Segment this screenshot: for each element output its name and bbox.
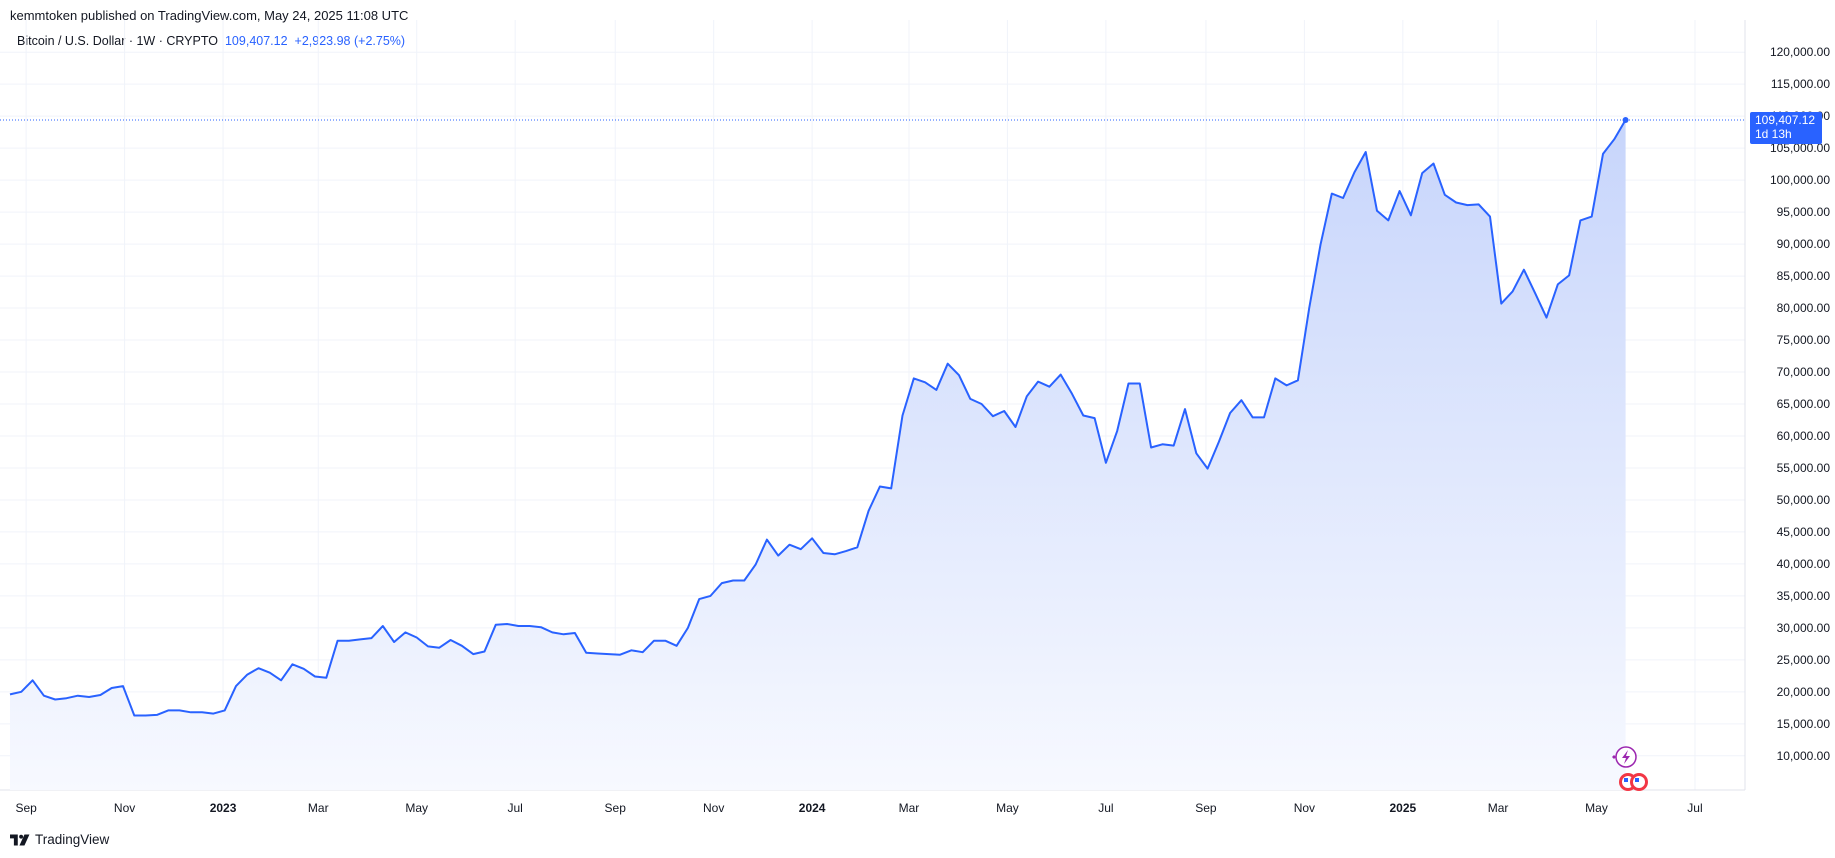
events-icons[interactable]: [1612, 746, 1648, 791]
y-tick-label: 60,000.00: [1777, 429, 1831, 443]
y-tick-label: 120,000.00: [1770, 45, 1830, 59]
x-tick-label: May: [405, 801, 428, 815]
price-area: [10, 119, 1626, 790]
last-price-line: [0, 116, 1745, 123]
price-line: [9, 119, 1627, 717]
x-tick-label: Mar: [899, 801, 920, 815]
y-tick-label: 20,000.00: [1777, 685, 1831, 699]
x-tick-label: Sep: [605, 801, 627, 815]
y-tick-label: 75,000.00: [1777, 333, 1831, 347]
y-axis-ticks: 10,000.00 15,000.00 20,000.00 25,000.00 30,0…: [1770, 45, 1830, 763]
x-axis-ticks: Sep Nov 2023 Mar May Jul Sep Nov 2024 Mar May Jul Se…: [15, 801, 1702, 815]
series-line: [9, 119, 1627, 717]
x-tick-label: 2023: [210, 801, 237, 815]
x-tick-label: Nov: [114, 801, 135, 815]
lightning-event-icon[interactable]: [1612, 746, 1637, 768]
y-tick-label: 15,000.00: [1777, 717, 1831, 731]
x-tick-label: May: [1585, 801, 1608, 815]
y-tick-label: 105,000.00: [1770, 141, 1830, 155]
y-tick-label: 115,000.00: [1771, 77, 1830, 91]
y-tick-label: 95,000.00: [1777, 205, 1831, 219]
x-tick-label: Sep: [15, 801, 37, 815]
y-tick-label: 65,000.00: [1777, 397, 1831, 411]
x-tick-label: 2025: [1389, 801, 1416, 815]
x-tick-label: Nov: [1294, 801, 1315, 815]
y-tick-label: 55,000.00: [1777, 461, 1831, 475]
tradingview-logo-icon: [10, 833, 30, 846]
x-tick-label: Mar: [308, 801, 329, 815]
tradingview-brand[interactable]: TradingView: [10, 832, 109, 847]
y-tick-label: 100,000.00: [1770, 173, 1830, 187]
y-tick-label: 30,000.00: [1777, 621, 1831, 635]
last-price-value: 109,407.12: [224, 34, 288, 48]
y-tick-label: 90,000.00: [1777, 237, 1831, 251]
brand-name: TradingView: [35, 832, 110, 847]
y-tick-label: 70,000.00: [1777, 365, 1831, 379]
published-info: kemmtoken published on TradingView.com, …: [10, 8, 409, 23]
y-tick-label: 10,000.00: [1777, 749, 1831, 763]
y-tick-label: 80,000.00: [1777, 301, 1831, 315]
y-tick-label: 40,000.00: [1777, 557, 1831, 571]
y-tick-label: 45,000.00: [1777, 525, 1831, 539]
last-point-marker: [1622, 116, 1629, 123]
x-tick-label: Jul: [507, 801, 522, 815]
x-tick-label: Nov: [703, 801, 724, 815]
y-tick-label: 25,000.00: [1777, 653, 1831, 667]
price-tag-price: 109,407.12: [1755, 113, 1815, 127]
symbol-legend: Bitcoin / U.S. Dollar · 1W · CRYPTO 109,…: [17, 34, 405, 48]
price-tag: 109,407.12 1d 13h: [1750, 111, 1822, 144]
x-tick-label: Jul: [1687, 801, 1702, 815]
x-tick-label: 2024: [799, 801, 826, 815]
y-tick-label: 85,000.00: [1777, 269, 1831, 283]
area-fill: [10, 119, 1626, 790]
us-flag-event-icon[interactable]: [1619, 773, 1648, 791]
price-change-value: +2,923.98 (+2.75%): [294, 34, 406, 48]
symbol-title[interactable]: Bitcoin / U.S. Dollar · 1W · CRYPTO: [17, 34, 218, 48]
x-tick-label: May: [996, 801, 1019, 815]
y-tick-label: 50,000.00: [1777, 493, 1831, 507]
price-tag-countdown: 1d 13h: [1755, 127, 1792, 141]
x-tick-label: Mar: [1488, 801, 1509, 815]
x-tick-label: Sep: [1195, 801, 1217, 815]
x-tick-label: Jul: [1098, 801, 1113, 815]
y-tick-label: 35,000.00: [1777, 589, 1831, 603]
